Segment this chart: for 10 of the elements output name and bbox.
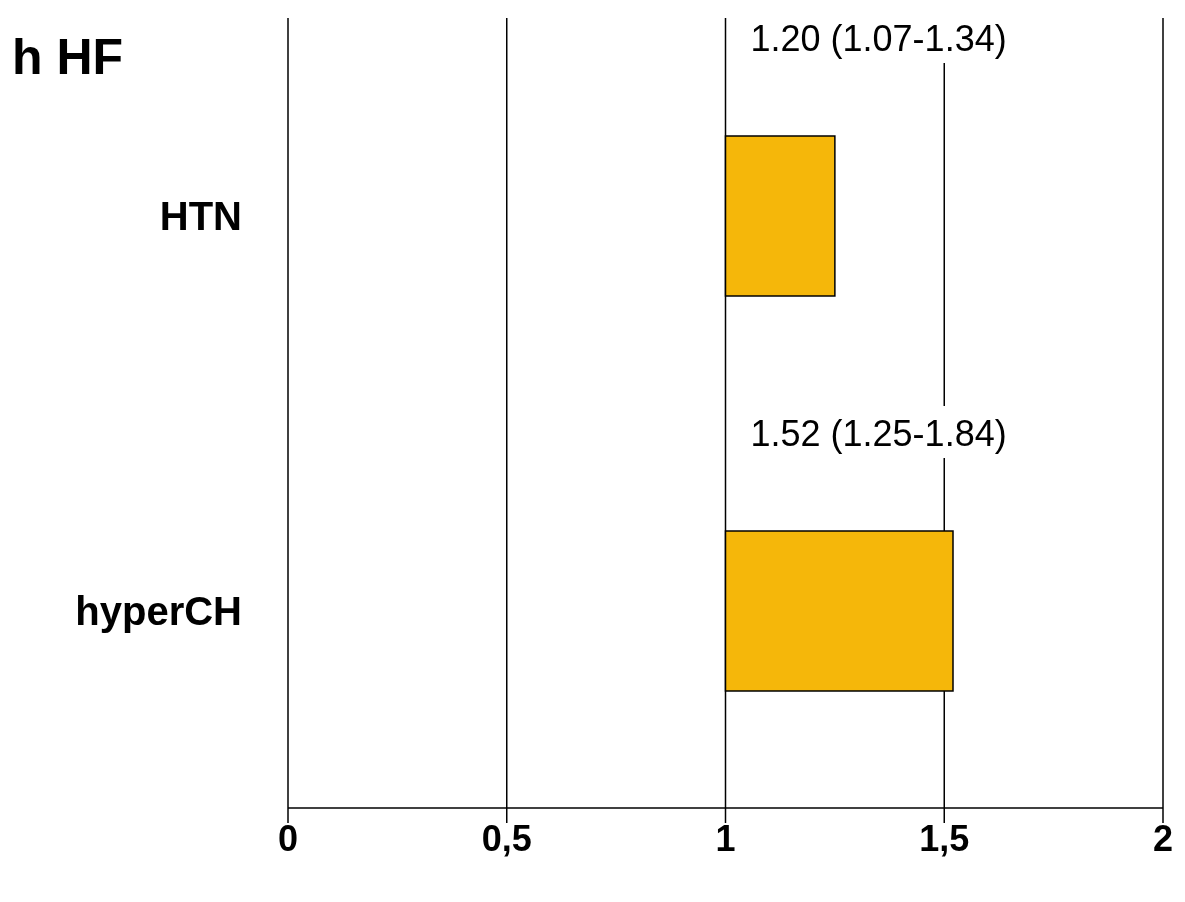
x-tick-label: 2	[1152, 817, 1174, 859]
y-tick-label: hyperCH	[75, 588, 242, 633]
annotation: 1.20 (1.07-1.34)	[750, 18, 1007, 59]
chart-title: h HF	[12, 28, 124, 86]
annotation: 1.52 (1.25-1.84)	[750, 413, 1007, 454]
x-tick-label: 1	[715, 817, 736, 859]
x-tick-label: 1,5	[919, 817, 970, 859]
x-tick-label: 0,5	[481, 817, 532, 859]
x-tick-label: 0	[277, 817, 299, 859]
y-tick-label: HTN	[159, 193, 242, 238]
